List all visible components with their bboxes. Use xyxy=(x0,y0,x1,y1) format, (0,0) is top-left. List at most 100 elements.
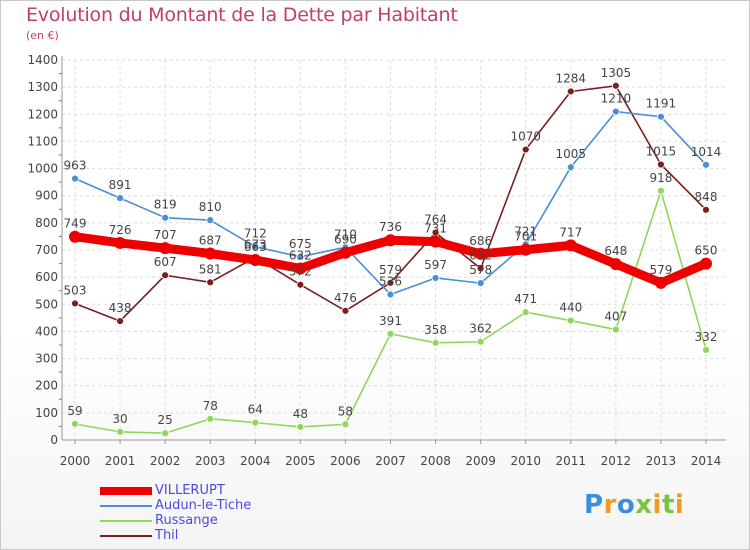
data-label-russange: 362 xyxy=(469,322,492,336)
data-point-russange xyxy=(611,325,620,334)
data-point-villerupt xyxy=(384,234,397,247)
data-point-villerupt xyxy=(294,262,307,275)
data-point-villerupt xyxy=(159,242,172,255)
data-label-audun-le-tiche: 675 xyxy=(289,237,312,251)
data-point-audun-le-tiche xyxy=(161,213,170,222)
legend-swatch xyxy=(100,487,152,495)
data-point-audun-le-tiche xyxy=(702,160,710,169)
y-tick-label: 700 xyxy=(35,243,58,257)
x-tick-label: 2010 xyxy=(510,454,541,468)
data-point-thil xyxy=(296,280,305,289)
x-tick-label: 2014 xyxy=(691,454,722,468)
data-label-russange: 332 xyxy=(695,330,718,344)
data-point-thil xyxy=(476,264,485,273)
data-label-russange: 918 xyxy=(649,171,672,185)
data-label-russange: 25 xyxy=(158,413,173,427)
data-label-thil: 632 xyxy=(469,248,492,262)
data-point-villerupt xyxy=(339,246,352,259)
y-tick-label: 1000 xyxy=(27,162,58,176)
y-tick-label: 200 xyxy=(35,379,58,393)
data-point-thil xyxy=(521,145,530,154)
data-label-villerupt: 686 xyxy=(469,234,492,248)
data-label-thil: 1015 xyxy=(646,145,677,159)
data-label-thil: 581 xyxy=(199,262,222,276)
data-label-villerupt: 687 xyxy=(199,234,222,248)
data-label-russange: 78 xyxy=(203,399,218,413)
data-point-russange xyxy=(206,414,215,423)
y-tick-label: 900 xyxy=(35,189,58,203)
data-point-russange xyxy=(386,329,395,338)
data-label-thil: 579 xyxy=(379,263,402,277)
y-tick-label: 800 xyxy=(35,216,58,230)
data-label-russange: 471 xyxy=(514,292,537,306)
x-tick-label: 2005 xyxy=(285,454,316,468)
data-label-audun-le-tiche: 1191 xyxy=(646,97,677,111)
data-label-thil: 1070 xyxy=(510,130,541,144)
data-point-villerupt xyxy=(564,239,577,252)
x-tick-label: 2008 xyxy=(420,454,451,468)
y-tick-label: 0 xyxy=(50,433,58,447)
data-point-villerupt xyxy=(114,236,127,249)
x-tick-label: 2007 xyxy=(375,454,406,468)
data-label-audun-le-tiche: 891 xyxy=(109,178,132,192)
data-label-villerupt: 717 xyxy=(559,225,582,239)
chart-title: Evolution du Montant de la Dette par Hab… xyxy=(26,4,458,26)
data-label-villerupt: 690 xyxy=(334,233,357,247)
data-label-villerupt: 701 xyxy=(514,230,537,244)
data-point-audun-le-tiche xyxy=(116,194,124,203)
x-tick-label: 2002 xyxy=(150,454,181,468)
proxiti-logo: Proxiti xyxy=(584,490,685,520)
x-tick-label: 2013 xyxy=(646,454,677,468)
data-point-russange xyxy=(431,338,440,347)
data-point-audun-le-tiche xyxy=(566,163,575,172)
data-point-thil xyxy=(702,205,710,214)
data-label-villerupt: 648 xyxy=(604,244,627,258)
data-point-audun-le-tiche xyxy=(296,252,305,261)
legend-swatch xyxy=(100,505,152,507)
data-point-villerupt xyxy=(249,254,262,267)
legend-label: VILLERUPT xyxy=(155,483,225,498)
data-label-thil: 607 xyxy=(154,255,177,269)
x-tick-label: 2001 xyxy=(105,454,136,468)
data-label-audun-le-tiche: 578 xyxy=(469,263,492,277)
x-tick-label: 2009 xyxy=(465,454,496,468)
data-label-russange: 30 xyxy=(112,412,127,426)
data-label-audun-le-tiche: 1014 xyxy=(691,145,722,159)
x-tick-label: 2011 xyxy=(556,454,587,468)
data-point-villerupt xyxy=(609,258,622,271)
legend-swatch xyxy=(100,535,152,537)
data-label-russange: 407 xyxy=(604,310,627,324)
data-label-thil: 438 xyxy=(109,301,132,315)
data-point-thil xyxy=(566,87,575,96)
data-point-russange xyxy=(341,420,350,429)
data-point-russange xyxy=(702,345,710,354)
y-tick-label: 500 xyxy=(35,297,58,311)
data-point-russange xyxy=(566,316,575,325)
data-point-villerupt xyxy=(204,247,217,260)
data-point-villerupt xyxy=(519,243,532,256)
legend-label: Thil xyxy=(155,528,179,543)
x-tick-label: 2003 xyxy=(195,454,226,468)
data-point-russange xyxy=(71,420,79,428)
data-label-thil: 673 xyxy=(244,237,267,251)
data-label-villerupt: 579 xyxy=(649,263,672,277)
data-label-villerupt: 736 xyxy=(379,220,402,234)
data-label-thil: 848 xyxy=(695,190,718,204)
data-label-thil: 476 xyxy=(334,291,357,305)
data-label-audun-le-tiche: 819 xyxy=(154,198,177,212)
data-point-russange xyxy=(657,186,665,195)
legend-label: Audun-le-Tiche xyxy=(155,498,252,513)
data-point-thil xyxy=(71,299,79,308)
chart-subtitle: (en €) xyxy=(26,29,59,42)
data-label-russange: 358 xyxy=(424,323,447,337)
data-point-audun-le-tiche xyxy=(386,290,395,299)
data-point-thil xyxy=(341,306,350,315)
data-label-villerupt: 731 xyxy=(424,222,447,236)
data-label-villerupt: 726 xyxy=(109,223,132,237)
data-point-audun-le-tiche xyxy=(251,242,260,251)
x-tick-label: 2012 xyxy=(601,454,632,468)
y-tick-label: 1400 xyxy=(27,53,58,67)
data-label-russange: 440 xyxy=(559,301,582,315)
data-label-villerupt: 663 xyxy=(244,240,267,254)
